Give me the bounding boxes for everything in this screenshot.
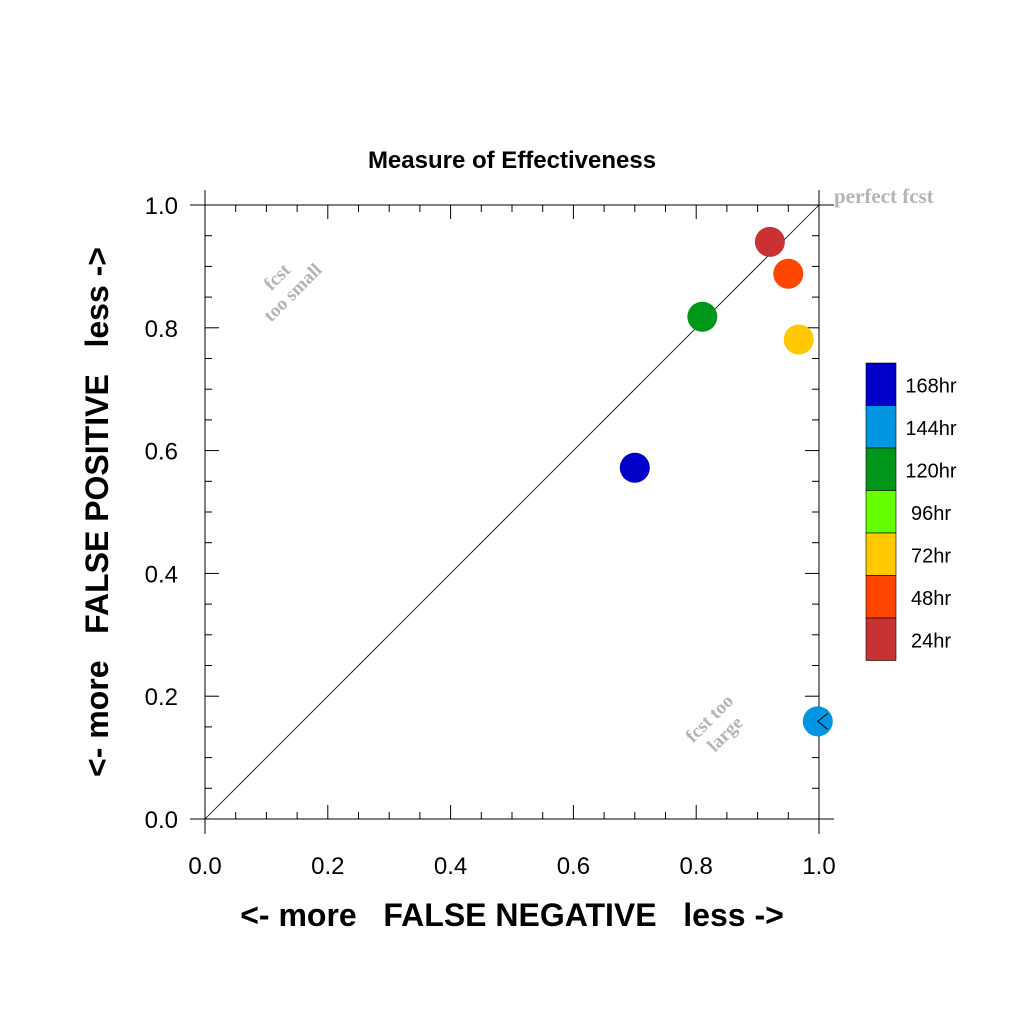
legend-label-144hr: 144hr [905,418,956,440]
legend-label-168hr: 168hr [905,375,956,397]
y-tick-label: 1.0 [145,193,178,220]
point-72hr [783,324,814,355]
x-tick-label: 0.2 [311,853,344,880]
y-tick-labels: 0.0 0.2 0.4 0.6 0.8 1.0 [145,193,178,834]
x-tick-label: 0.8 [680,853,713,880]
x-tick-labels: 0.0 0.2 0.4 0.6 0.8 1.0 [188,853,835,880]
legend-label-96hr: 96hr [911,503,951,525]
legend-swatch-96hr [865,490,897,534]
legend-swatch-120hr [865,447,897,491]
perfect-forecast-annotation: perfect fcst [834,184,934,208]
x-tick-label: 0.0 [188,853,221,880]
legend-swatch-72hr [865,532,897,576]
x-tick-label: 0.6 [557,853,590,880]
legend-label-72hr: 72hr [911,545,951,567]
x-axis-label: <- more FALSE NEGATIVE less -> [240,897,784,933]
too-small-annotation: fcst too small [260,259,327,326]
offscale-marker [816,712,829,730]
y-tick-label: 0.2 [145,684,178,711]
legend-swatch-48hr [865,575,897,619]
x-tick-label: 1.0 [802,853,835,880]
y-tick-label: 0.8 [145,316,178,343]
point-48hr [773,258,804,289]
point-168hr [619,452,650,483]
y-tick-label: 0.0 [145,807,178,834]
data-points [619,226,833,737]
legend-label-120hr: 120hr [905,460,956,482]
diagonal-reference-line [204,204,820,820]
point-120hr [687,301,718,332]
legend-swatch-168hr [865,362,897,406]
legend-label-24hr: 24hr [911,630,951,652]
legend-swatch-24hr [865,617,897,661]
chart-title: Measure of Effectiveness [368,147,656,174]
y-tick-label: 0.4 [145,561,178,588]
legend-label-48hr: 48hr [911,588,951,610]
axis-ticks [204,204,820,820]
legend: 168hr 144hr 120hr 96hr 72hr 48hr 24hr [865,362,957,661]
y-tick-label: 0.6 [145,439,178,466]
point-24hr [754,226,785,257]
legend-swatch-144hr [865,405,897,449]
x-tick-label: 0.4 [434,853,467,880]
too-large-annotation: fcst too large [682,691,748,757]
y-axis-label: <- more FALSE POSITIVE less -> [79,247,115,777]
